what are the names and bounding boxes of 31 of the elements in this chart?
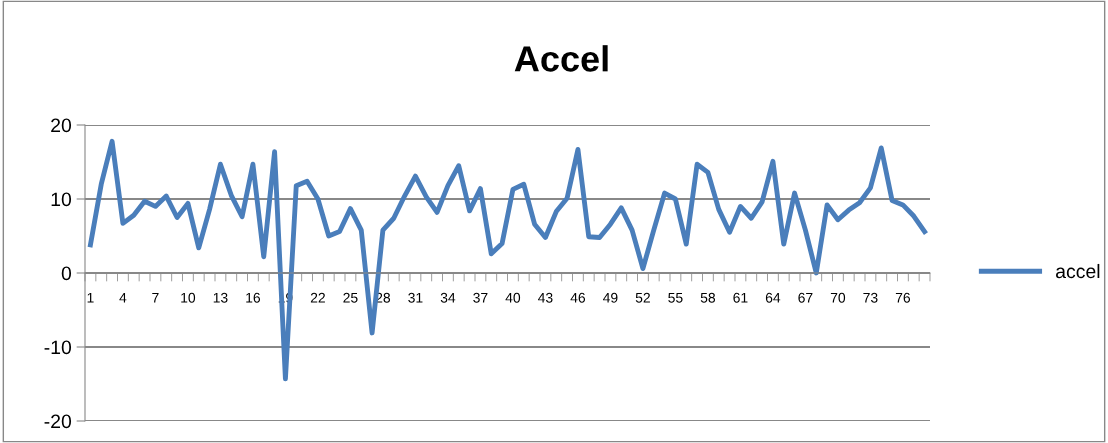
x-tick-label: 40 (505, 292, 521, 303)
x-tick-label: 76 (895, 292, 911, 303)
x-tick-label: 64 (765, 292, 781, 303)
x-tick-label: 73 (863, 292, 878, 303)
x-tick-label: 31 (408, 292, 423, 303)
y-tick-label: 0 (61, 266, 72, 281)
x-tick-label: 67 (798, 292, 813, 303)
x-tick-label: 10 (181, 292, 196, 303)
x-tick-label: 37 (473, 292, 488, 303)
x-tick-label: 1 (87, 292, 94, 303)
x-tick-label: 34 (440, 292, 456, 303)
x-tick-label: 7 (152, 292, 159, 303)
y-tick-label: -20 (44, 414, 72, 429)
x-tick-label: 22 (310, 292, 325, 303)
x-tick-label: 4 (119, 292, 127, 303)
x-tick-label: 52 (635, 292, 650, 303)
x-tick-label: 49 (603, 292, 618, 303)
y-tick-label: 10 (51, 192, 72, 207)
x-tick-label: 16 (246, 292, 261, 303)
legend-label: accel (1056, 263, 1100, 279)
y-tick-label: -10 (44, 340, 72, 355)
y-tick-label: 20 (51, 118, 72, 133)
x-tick-label: 61 (733, 292, 748, 303)
x-tick-label: 70 (830, 292, 846, 303)
chart-title: Accel (514, 45, 608, 72)
x-tick-label: 43 (538, 292, 553, 303)
x-tick-label: 25 (343, 292, 358, 303)
x-tick-label: 13 (213, 292, 228, 303)
x-tick-label: 55 (668, 292, 683, 303)
x-tick-label: 46 (570, 292, 586, 303)
x-tick-label: 58 (700, 292, 716, 303)
